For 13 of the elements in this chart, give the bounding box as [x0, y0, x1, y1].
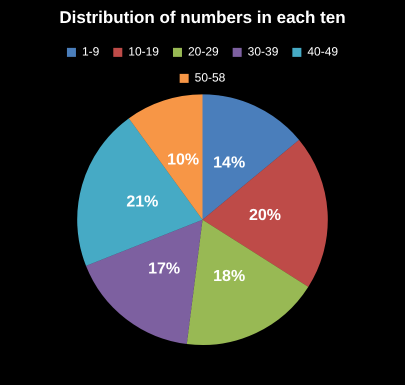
data-label: 10% [167, 152, 200, 169]
legend-label: 50-58 [194, 70, 226, 85]
data-label: 18% [213, 268, 246, 285]
data-label: 14% [213, 154, 246, 172]
legend-label: 30-39 [248, 44, 279, 59]
legend-label: 20-29 [188, 44, 219, 59]
legend-label: 10-19 [128, 44, 160, 59]
chart-title: Distribution of numbers in each ten [59, 8, 346, 27]
data-label: 17% [148, 260, 180, 278]
legend-label: 40-49 [307, 44, 338, 59]
data-label: 21% [126, 194, 158, 211]
legend-label: 1-9 [82, 44, 100, 59]
data-label: 20% [249, 207, 282, 224]
